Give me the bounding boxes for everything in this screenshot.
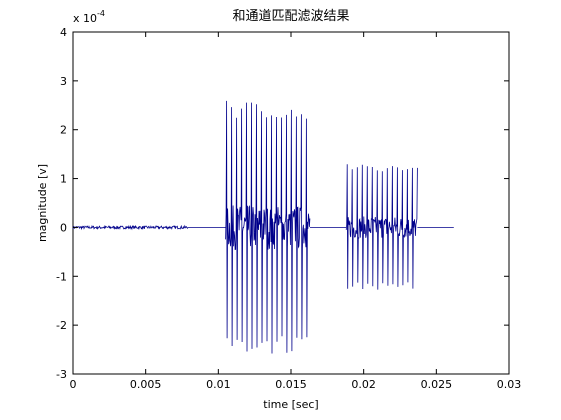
series-layer bbox=[72, 100, 454, 354]
x-tick-label: 0.01 bbox=[206, 378, 231, 391]
y-exponent-power: -4 bbox=[97, 9, 105, 18]
x-tick-label: 0 bbox=[70, 378, 77, 391]
x-tick-label: 0.02 bbox=[351, 378, 376, 391]
y-exponent-label: x 10-4 bbox=[73, 9, 105, 25]
y-tick-label: 4 bbox=[60, 26, 67, 39]
y-tick-label: 1 bbox=[60, 173, 67, 186]
y-axis-label: magnitude [v] bbox=[36, 164, 49, 242]
y-tick-label: 3 bbox=[60, 75, 67, 88]
x-axis-label: time [sec] bbox=[263, 398, 318, 411]
signal-segment-pulse bbox=[345, 164, 418, 290]
y-tick-label: 0 bbox=[60, 221, 67, 234]
x-tick-label: 0.03 bbox=[497, 378, 522, 391]
signal-segment-noise bbox=[72, 224, 189, 231]
x-tick-label: 0.005 bbox=[130, 378, 162, 391]
signal-segment-pulse bbox=[225, 100, 311, 354]
y-tick-label: 2 bbox=[60, 124, 67, 137]
x-tick-label: 0.025 bbox=[421, 378, 453, 391]
y-exponent-base: x 10 bbox=[73, 12, 97, 25]
y-tick-label: -3 bbox=[56, 368, 67, 381]
ticks-layer: 0 0.005 0.01 0.015 0.02 0.025 0.03 -3 -2 -1 0 1 2 3 4 bbox=[56, 26, 521, 391]
y-tick-label: -2 bbox=[56, 319, 67, 332]
chart-title: 和通道匹配滤波结果 bbox=[232, 9, 349, 24]
x-tick-label: 0.015 bbox=[275, 378, 307, 391]
y-tick-label: -1 bbox=[56, 270, 67, 283]
